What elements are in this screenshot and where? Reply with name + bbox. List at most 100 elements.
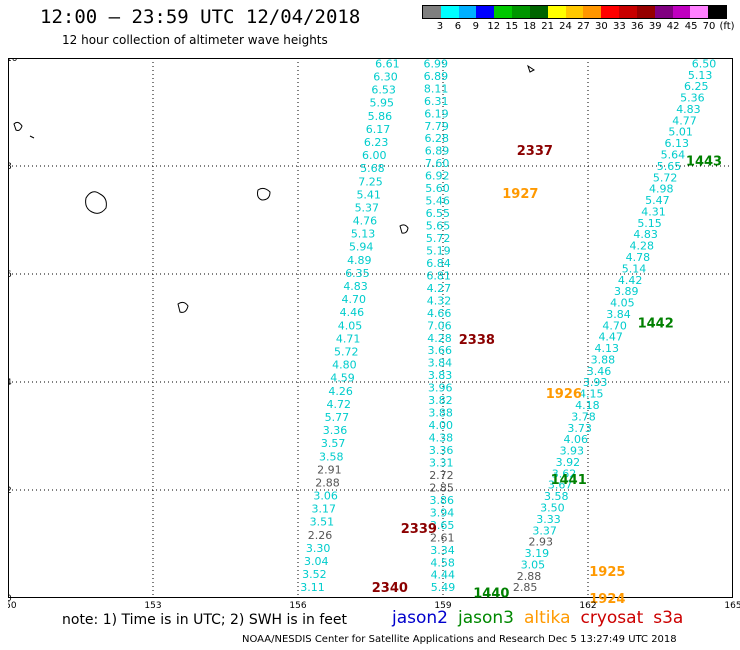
altimeter-tracks: 6.616.306.535.955.866.176.236.005.687.25… — [300, 58, 716, 594]
x-tick-label: 159 — [434, 601, 451, 608]
pass-time-label: 1441 — [551, 473, 587, 488]
color-swatch — [494, 6, 513, 18]
wave-height-value: 3.37 — [532, 524, 557, 537]
pass-time-label: 1927 — [502, 187, 538, 202]
wave-height-value: 5.86 — [368, 110, 393, 123]
wave-height-value: 5.46 — [425, 195, 450, 208]
wave-height-value: 4.70 — [602, 319, 627, 332]
note-text: note: 1) Time is in UTC; 2) SWH is in fe… — [62, 612, 348, 628]
wave-height-value: 5.64 — [661, 148, 686, 161]
wave-height-value: 7.79 — [424, 120, 449, 133]
wave-height-value: 6.31 — [424, 95, 449, 108]
wave-height-value: 4.15 — [579, 388, 604, 401]
wave-height-value: 4.32 — [427, 294, 452, 307]
wave-height-value: 4.42 — [618, 274, 643, 287]
y-tick-label: 10 — [8, 58, 18, 64]
wave-height-value: 3.94 — [430, 506, 455, 519]
color-swatch — [708, 6, 727, 18]
map-frame — [8, 58, 733, 598]
wave-height-value: 3.51 — [310, 516, 335, 529]
wave-height-value: 3.58 — [319, 450, 344, 463]
wave-height-value: 3.33 — [536, 513, 561, 526]
island-outline — [13, 121, 35, 139]
wave-height-value: 4.31 — [641, 205, 666, 218]
wave-height-value: 6.81 — [426, 269, 451, 282]
island-outline — [177, 301, 189, 313]
wave-height-value: 5.13 — [688, 69, 713, 82]
wave-height-value: 3.73 — [567, 422, 592, 435]
wave-height-value: 6.19 — [424, 107, 449, 120]
wave-height-value: 4.80 — [332, 359, 357, 372]
color-scale-label: 36 — [630, 21, 644, 32]
wave-height-value: 6.30 — [373, 70, 398, 83]
wave-height-value: 4.89 — [347, 254, 372, 267]
wave-height-value: 6.00 — [362, 149, 387, 162]
wave-height-value: 4.83 — [343, 280, 368, 293]
wave-height-value: 5.60 — [425, 182, 450, 195]
wave-height-value: 5.65 — [657, 160, 682, 173]
y-tick-label: 0 — [8, 594, 12, 604]
wave-height-value: 5.95 — [370, 97, 395, 110]
y-tick-label: 4 — [8, 378, 12, 388]
color-scale-label: 3 — [436, 21, 444, 32]
wave-height-value: 5.13 — [351, 228, 376, 241]
x-tick-label: 153 — [144, 601, 161, 608]
x-tick-label: 162 — [579, 601, 596, 608]
color-scale-label: 39 — [648, 21, 662, 32]
wave-height-value: 4.66 — [427, 307, 452, 320]
island-outline — [527, 64, 535, 73]
color-swatch — [601, 6, 620, 18]
wave-height-value: 3.31 — [429, 456, 454, 469]
wave-height-value: 4.78 — [626, 251, 651, 264]
wave-height-value: 3.88 — [428, 407, 453, 420]
legend-item-jason2: jason2 — [392, 608, 448, 628]
wave-height-value: 4.38 — [429, 432, 454, 445]
wave-height-value: 4.00 — [429, 419, 454, 432]
legend-item-s3a: s3a — [653, 608, 684, 628]
legend-item-altika: altika — [524, 608, 571, 628]
x-tick-label: 150 — [8, 601, 17, 608]
wave-height-value: 2.88 — [315, 476, 340, 489]
wave-height-value: 4.28 — [630, 240, 655, 253]
wave-height-value: 4.72 — [326, 398, 351, 411]
wave-height-value: 3.84 — [606, 308, 631, 321]
wave-height-value: 5.72 — [426, 232, 451, 245]
color-scale-label: 70 — [702, 21, 716, 32]
coastline-islands — [13, 64, 535, 313]
footer-credit: NOAA/NESDIS Center for Satellite Applica… — [242, 634, 677, 645]
wave-height-value: 5.19 — [426, 244, 451, 257]
pass-time-labels: 2337 1927 1443 1442 2338 1926 1441 2339 2340 1440… — [372, 144, 722, 607]
island-outline — [399, 224, 409, 234]
wave-height-value: 3.92 — [556, 456, 581, 469]
pass-time-label: 1443 — [686, 155, 722, 170]
wave-height-value: 3.36 — [323, 424, 348, 437]
wave-height-value: 3.65 — [430, 519, 455, 532]
wave-height-value: 6.23 — [364, 136, 389, 149]
wave-height-value: 5.14 — [622, 262, 647, 275]
pass-time-label: 1925 — [589, 565, 625, 580]
y-tick-label: 8 — [8, 162, 12, 172]
pass-time-label: 2337 — [517, 144, 553, 159]
wave-height-value: 4.76 — [353, 215, 378, 228]
wave-height-value: 3.19 — [525, 547, 550, 560]
color-scale-label: 42 — [666, 21, 680, 32]
wave-height-value: 4.18 — [575, 399, 600, 412]
wave-height-value: 4.13 — [595, 342, 620, 355]
color-swatch — [565, 6, 584, 18]
x-axis-ticks: 150 153 156 159 162 165 — [8, 601, 740, 608]
wave-height-value: 4.05 — [338, 319, 363, 332]
wave-height-value: 3.83 — [428, 369, 453, 382]
pass-time-label: 2338 — [459, 333, 495, 348]
wave-height-value: 6.35 — [345, 267, 370, 280]
color-swatch — [690, 6, 709, 18]
wave-height-value: 4.44 — [431, 569, 456, 582]
island-outline — [257, 187, 271, 201]
wave-height-value: 4.70 — [341, 293, 366, 306]
wave-height-value: 5.01 — [668, 126, 693, 139]
wave-height-value: 7.25 — [358, 175, 383, 188]
wave-height-value: 5.41 — [356, 188, 381, 201]
color-swatch — [423, 6, 441, 18]
wave-height-value: 4.06 — [563, 433, 588, 446]
pass-time-label: 2340 — [372, 581, 408, 596]
wave-height-value: 4.59 — [330, 372, 355, 385]
